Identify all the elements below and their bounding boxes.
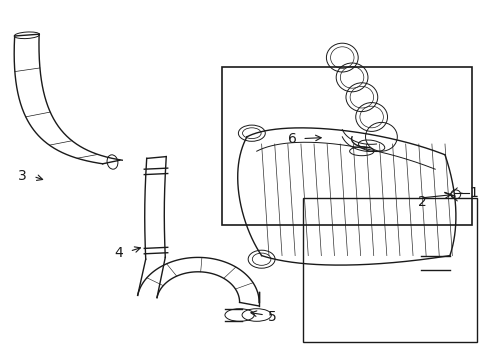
Bar <box>222 67 471 225</box>
Text: 4: 4 <box>114 246 123 260</box>
Text: 2: 2 <box>417 195 426 208</box>
Text: 6: 6 <box>287 132 296 145</box>
Bar <box>303 198 476 342</box>
Text: 3: 3 <box>18 170 27 183</box>
Text: 5: 5 <box>267 310 276 324</box>
Text: 1: 1 <box>468 186 477 199</box>
